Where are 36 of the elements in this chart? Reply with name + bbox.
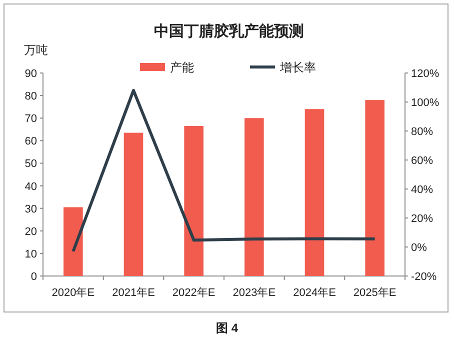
y-axis-title: 万吨 <box>24 43 48 57</box>
x-tick-label: 2022年E <box>172 287 216 299</box>
chart-title: 中国丁腈胶乳产能预测 <box>154 22 304 40</box>
y-tick-label: 80 <box>24 90 37 103</box>
y-tick-label: 0 <box>30 271 37 283</box>
y-tick-label: 10 <box>24 248 37 260</box>
y-tick-label: 70 <box>24 113 37 126</box>
bar <box>304 109 324 276</box>
x-tick-label: 2023年E <box>232 287 276 299</box>
y2-tick-label: 80% <box>411 126 434 138</box>
bar <box>244 118 264 276</box>
bar <box>365 100 384 276</box>
y2-tick-label: 120% <box>411 68 440 80</box>
line-series <box>72 88 376 253</box>
y-tick-label: 60 <box>24 136 37 148</box>
legend-label: 产能 <box>170 60 194 74</box>
bar <box>184 126 204 276</box>
y-tick-label: 20 <box>24 226 37 238</box>
y2-tick-label: 40% <box>411 184 434 196</box>
x-tick-label: 2021年E <box>112 287 155 299</box>
y2-tick-label: 0% <box>411 242 428 254</box>
bar <box>64 207 83 276</box>
y-tick-label: 30 <box>24 203 37 216</box>
caption: 图 4 <box>216 321 238 335</box>
y-tick-label: 50 <box>24 158 37 170</box>
x-tick-label: 2025年E <box>353 287 396 299</box>
bar <box>124 132 144 276</box>
x-tick-label: 2020年E <box>52 287 95 299</box>
y-tick-label: 90 <box>24 68 37 80</box>
y2-tick-label: -20% <box>411 271 437 283</box>
x-tick-label: 2024年E <box>293 287 336 299</box>
y2-tick-label: 20% <box>411 213 434 225</box>
y-tick-label: 40 <box>24 180 37 193</box>
y2-tick-label: 60% <box>411 155 434 167</box>
legend-label: 增长率 <box>279 60 316 74</box>
y2-tick-label: 100% <box>411 97 440 109</box>
